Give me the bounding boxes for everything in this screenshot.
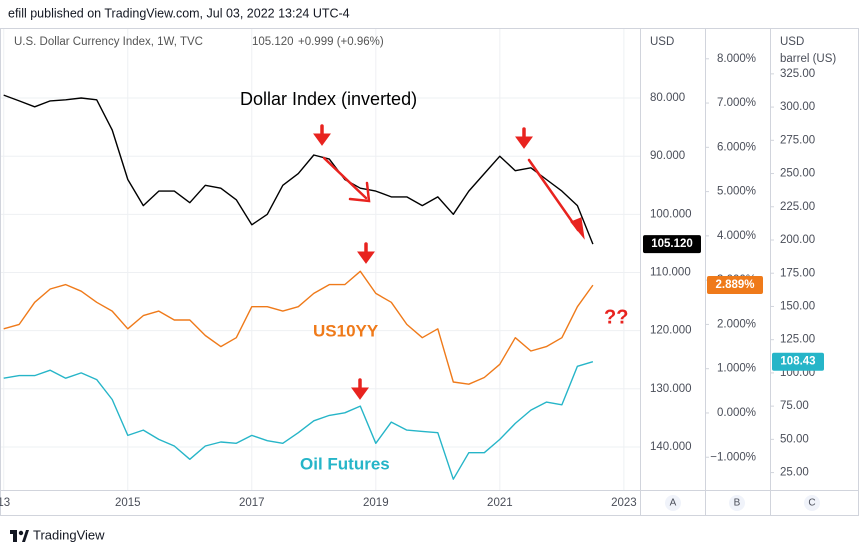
y3-tick-label: 75.00	[780, 400, 809, 412]
price-label-box	[772, 352, 824, 371]
axis-letter-badge	[665, 495, 681, 511]
y-tick-label: 120.000	[650, 325, 692, 337]
price-label: 105.120	[651, 238, 693, 250]
annotation: US10YY	[313, 321, 379, 340]
footer-brand: TradingView	[33, 527, 105, 542]
axis-letter: C	[808, 498, 815, 509]
price-label-box	[707, 276, 763, 295]
frame	[0, 28, 859, 516]
price-label: 108.43	[780, 356, 815, 368]
series-line	[3, 361, 594, 480]
y3-tick-label: 200.00	[780, 234, 815, 246]
y3-axis-title: barrel (US)	[780, 53, 836, 65]
legend-last: 105.120	[252, 36, 294, 48]
axis-letter-badge	[729, 495, 745, 511]
axis-letter: A	[670, 498, 677, 509]
x-tick-label: 2015	[115, 497, 141, 509]
y-tick-label: 80.000	[650, 92, 685, 104]
legend-change: +0.999 (+0.96%)	[298, 36, 384, 48]
legend-name: U.S. Dollar Currency Index, 1W, TVC	[14, 36, 203, 48]
axis-letter-badge	[804, 495, 820, 511]
y2-tick-label: 8.000%	[717, 53, 756, 65]
y3-tick-label: 300.00	[780, 101, 815, 113]
x-tick-label: 2019	[363, 497, 389, 509]
x-tick-label: 13	[0, 497, 10, 509]
price-label: 2.889%	[715, 279, 754, 291]
y-axis-title: USD	[650, 36, 674, 48]
y-tick-label: 100.000	[650, 208, 692, 220]
y3-tick-label: 275.00	[780, 134, 815, 146]
price-label-box	[643, 235, 701, 254]
y3-tick-label: 225.00	[780, 201, 815, 213]
y3-tick-label: 25.00	[780, 467, 809, 479]
y2-tick-label: 1.000%	[717, 363, 756, 375]
annotation: ??	[604, 306, 628, 328]
y2-tick-label: −1.000%	[710, 451, 756, 463]
y2-tick-label: 4.000%	[717, 230, 756, 242]
y2-tick-label: 2.000%	[717, 318, 756, 330]
x-tick-label: 2023	[611, 497, 637, 509]
title-backdrop	[776, 34, 856, 68]
x-tick-label: 2017	[239, 497, 265, 509]
y3-tick-label: 150.00	[780, 300, 815, 312]
y3-axis-title: USD	[780, 36, 804, 48]
published-line: efill published on TradingView.com, Jul …	[8, 6, 350, 20]
y3-tick-label: 250.00	[780, 168, 815, 180]
y-tick-label: 90.000	[650, 150, 685, 162]
y-tick-label: 110.000	[650, 267, 691, 279]
grid-layer	[0, 28, 640, 490]
y-tick-label: 140.000	[650, 441, 692, 453]
annotation-arrows	[313, 124, 585, 400]
y2-tick-label: 6.000%	[717, 141, 756, 153]
annotation: Dollar Index (inverted)	[240, 89, 417, 109]
y2-tick-label: 5.000%	[717, 186, 756, 198]
series-line	[3, 270, 594, 385]
annotation: Oil Futures	[300, 454, 390, 473]
y-tick-label: 130.000	[650, 383, 692, 395]
y3-tick-label: 125.00	[780, 334, 815, 346]
y3-tick-label: 50.00	[780, 433, 809, 445]
y3-tick-label: 325.00	[780, 68, 815, 80]
x-tick-label: 2021	[487, 497, 513, 509]
axis-letter: B	[734, 498, 741, 509]
y3-tick-label: 175.00	[780, 267, 815, 279]
y2-tick-label: 7.000%	[717, 97, 756, 109]
y2-tick-label: 0.000%	[717, 407, 756, 419]
series-line	[3, 94, 594, 245]
tradingview-logo	[10, 530, 29, 542]
series-layer	[3, 94, 594, 480]
